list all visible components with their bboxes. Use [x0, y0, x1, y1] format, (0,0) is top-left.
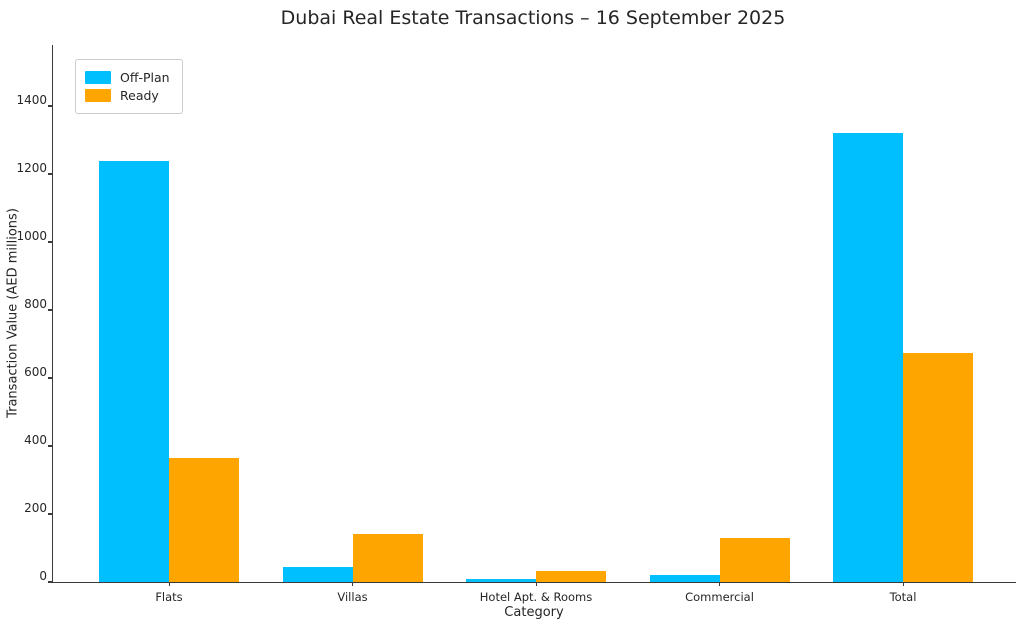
bar-ready-flats: [169, 457, 239, 582]
y-tick-label: 600: [24, 365, 47, 380]
x-axis-label: Category: [504, 605, 564, 620]
x-tick-label: Villas: [337, 590, 368, 604]
bar-offplan-commercial: [649, 574, 720, 582]
y-tick-label: 200: [24, 501, 47, 516]
x-tick-label: Hotel Apt. & Rooms: [479, 590, 593, 604]
y-tick: [48, 173, 53, 175]
legend-label-offplan: Off-Plan: [120, 70, 170, 85]
offplan-swatch-icon: [85, 71, 111, 84]
bar-offplan-hotel-apt-rooms: [466, 579, 536, 582]
bar-offplan-total: [833, 133, 903, 582]
y-tick: [48, 241, 53, 243]
plot-area: Transaction Value (AED millions) Categor…: [6, 45, 1016, 620]
x-tick: [352, 582, 354, 586]
y-tick-label: 400: [24, 433, 47, 448]
legend: Off-Plan Ready: [75, 59, 183, 114]
legend-item-offplan: Off-Plan: [85, 70, 170, 85]
x-tick-label: Commercial: [685, 590, 754, 604]
y-tick-label: 1400: [16, 93, 47, 108]
x-tick: [535, 582, 537, 586]
bar-ready-villas: [352, 534, 423, 582]
y-tick: [48, 445, 53, 447]
bar-ready-hotel-apt-rooms: [536, 570, 606, 582]
x-tick: [719, 582, 721, 586]
y-tick: [48, 581, 53, 583]
legend-item-ready: Ready: [85, 88, 170, 103]
bar-ready-commercial: [719, 537, 790, 582]
bar-offplan-villas: [282, 566, 353, 582]
y-tick: [48, 377, 53, 379]
y-tick-label: 800: [24, 297, 47, 312]
y-tick: [48, 513, 53, 515]
chart-title: Dubai Real Estate Transactions – 16 Sept…: [280, 7, 786, 29]
x-tick-label: Total: [889, 590, 917, 604]
x-tick-label: Flats: [155, 590, 183, 604]
x-tick: [168, 582, 170, 586]
y-tick: [48, 309, 53, 311]
bar-ready-total: [903, 352, 973, 582]
y-tick: [48, 105, 53, 107]
y-tick-label: 1000: [16, 229, 47, 244]
y-tick-label: 0: [39, 569, 47, 583]
bar-offplan-flats: [99, 160, 169, 582]
x-tick: [902, 582, 904, 586]
y-tick-label: 1200: [16, 161, 47, 176]
legend-label-ready: Ready: [120, 88, 159, 103]
ready-swatch-icon: [85, 89, 111, 102]
